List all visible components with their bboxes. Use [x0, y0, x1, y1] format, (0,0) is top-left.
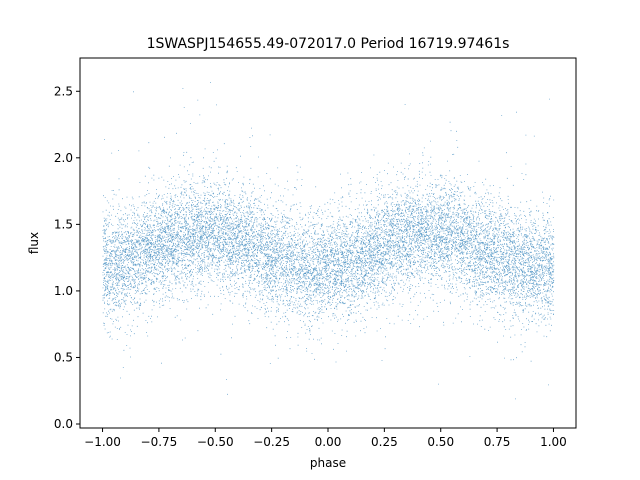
- x-tick-label: 0.25: [371, 435, 398, 449]
- x-tick-label: 0.75: [484, 435, 511, 449]
- x-tick-label: 0.50: [427, 435, 454, 449]
- y-tick-label: 0.5: [54, 350, 73, 364]
- x-tick-label: −1.00: [84, 435, 121, 449]
- y-tick-label: 2.5: [54, 84, 73, 98]
- x-tick-label: 0.00: [315, 435, 342, 449]
- y-tick-label: 1.0: [54, 284, 73, 298]
- x-tick-label: −0.50: [197, 435, 234, 449]
- x-axis-label: phase: [310, 456, 346, 470]
- y-tick-label: 0.0: [54, 417, 73, 431]
- x-axis: −1.00 −0.75 −0.50 −0.25 0.00 0.25 0.50 0.75 1.00: [84, 428, 567, 449]
- flux-points: [102, 82, 555, 400]
- y-axis: 0.0 0.5 1.0 1.5 2.0 2.5: [54, 84, 80, 431]
- x-tick-label: −0.25: [253, 435, 290, 449]
- y-axis-label: flux: [27, 232, 41, 254]
- x-tick-label: −0.75: [141, 435, 178, 449]
- x-tick-label: 1.00: [540, 435, 567, 449]
- chart-title: 1SWASPJ154655.49-072017.0 Period 16719.9…: [147, 36, 510, 52]
- y-tick-label: 1.5: [54, 217, 73, 231]
- data-points: [102, 82, 555, 400]
- y-tick-label: 2.0: [54, 151, 73, 165]
